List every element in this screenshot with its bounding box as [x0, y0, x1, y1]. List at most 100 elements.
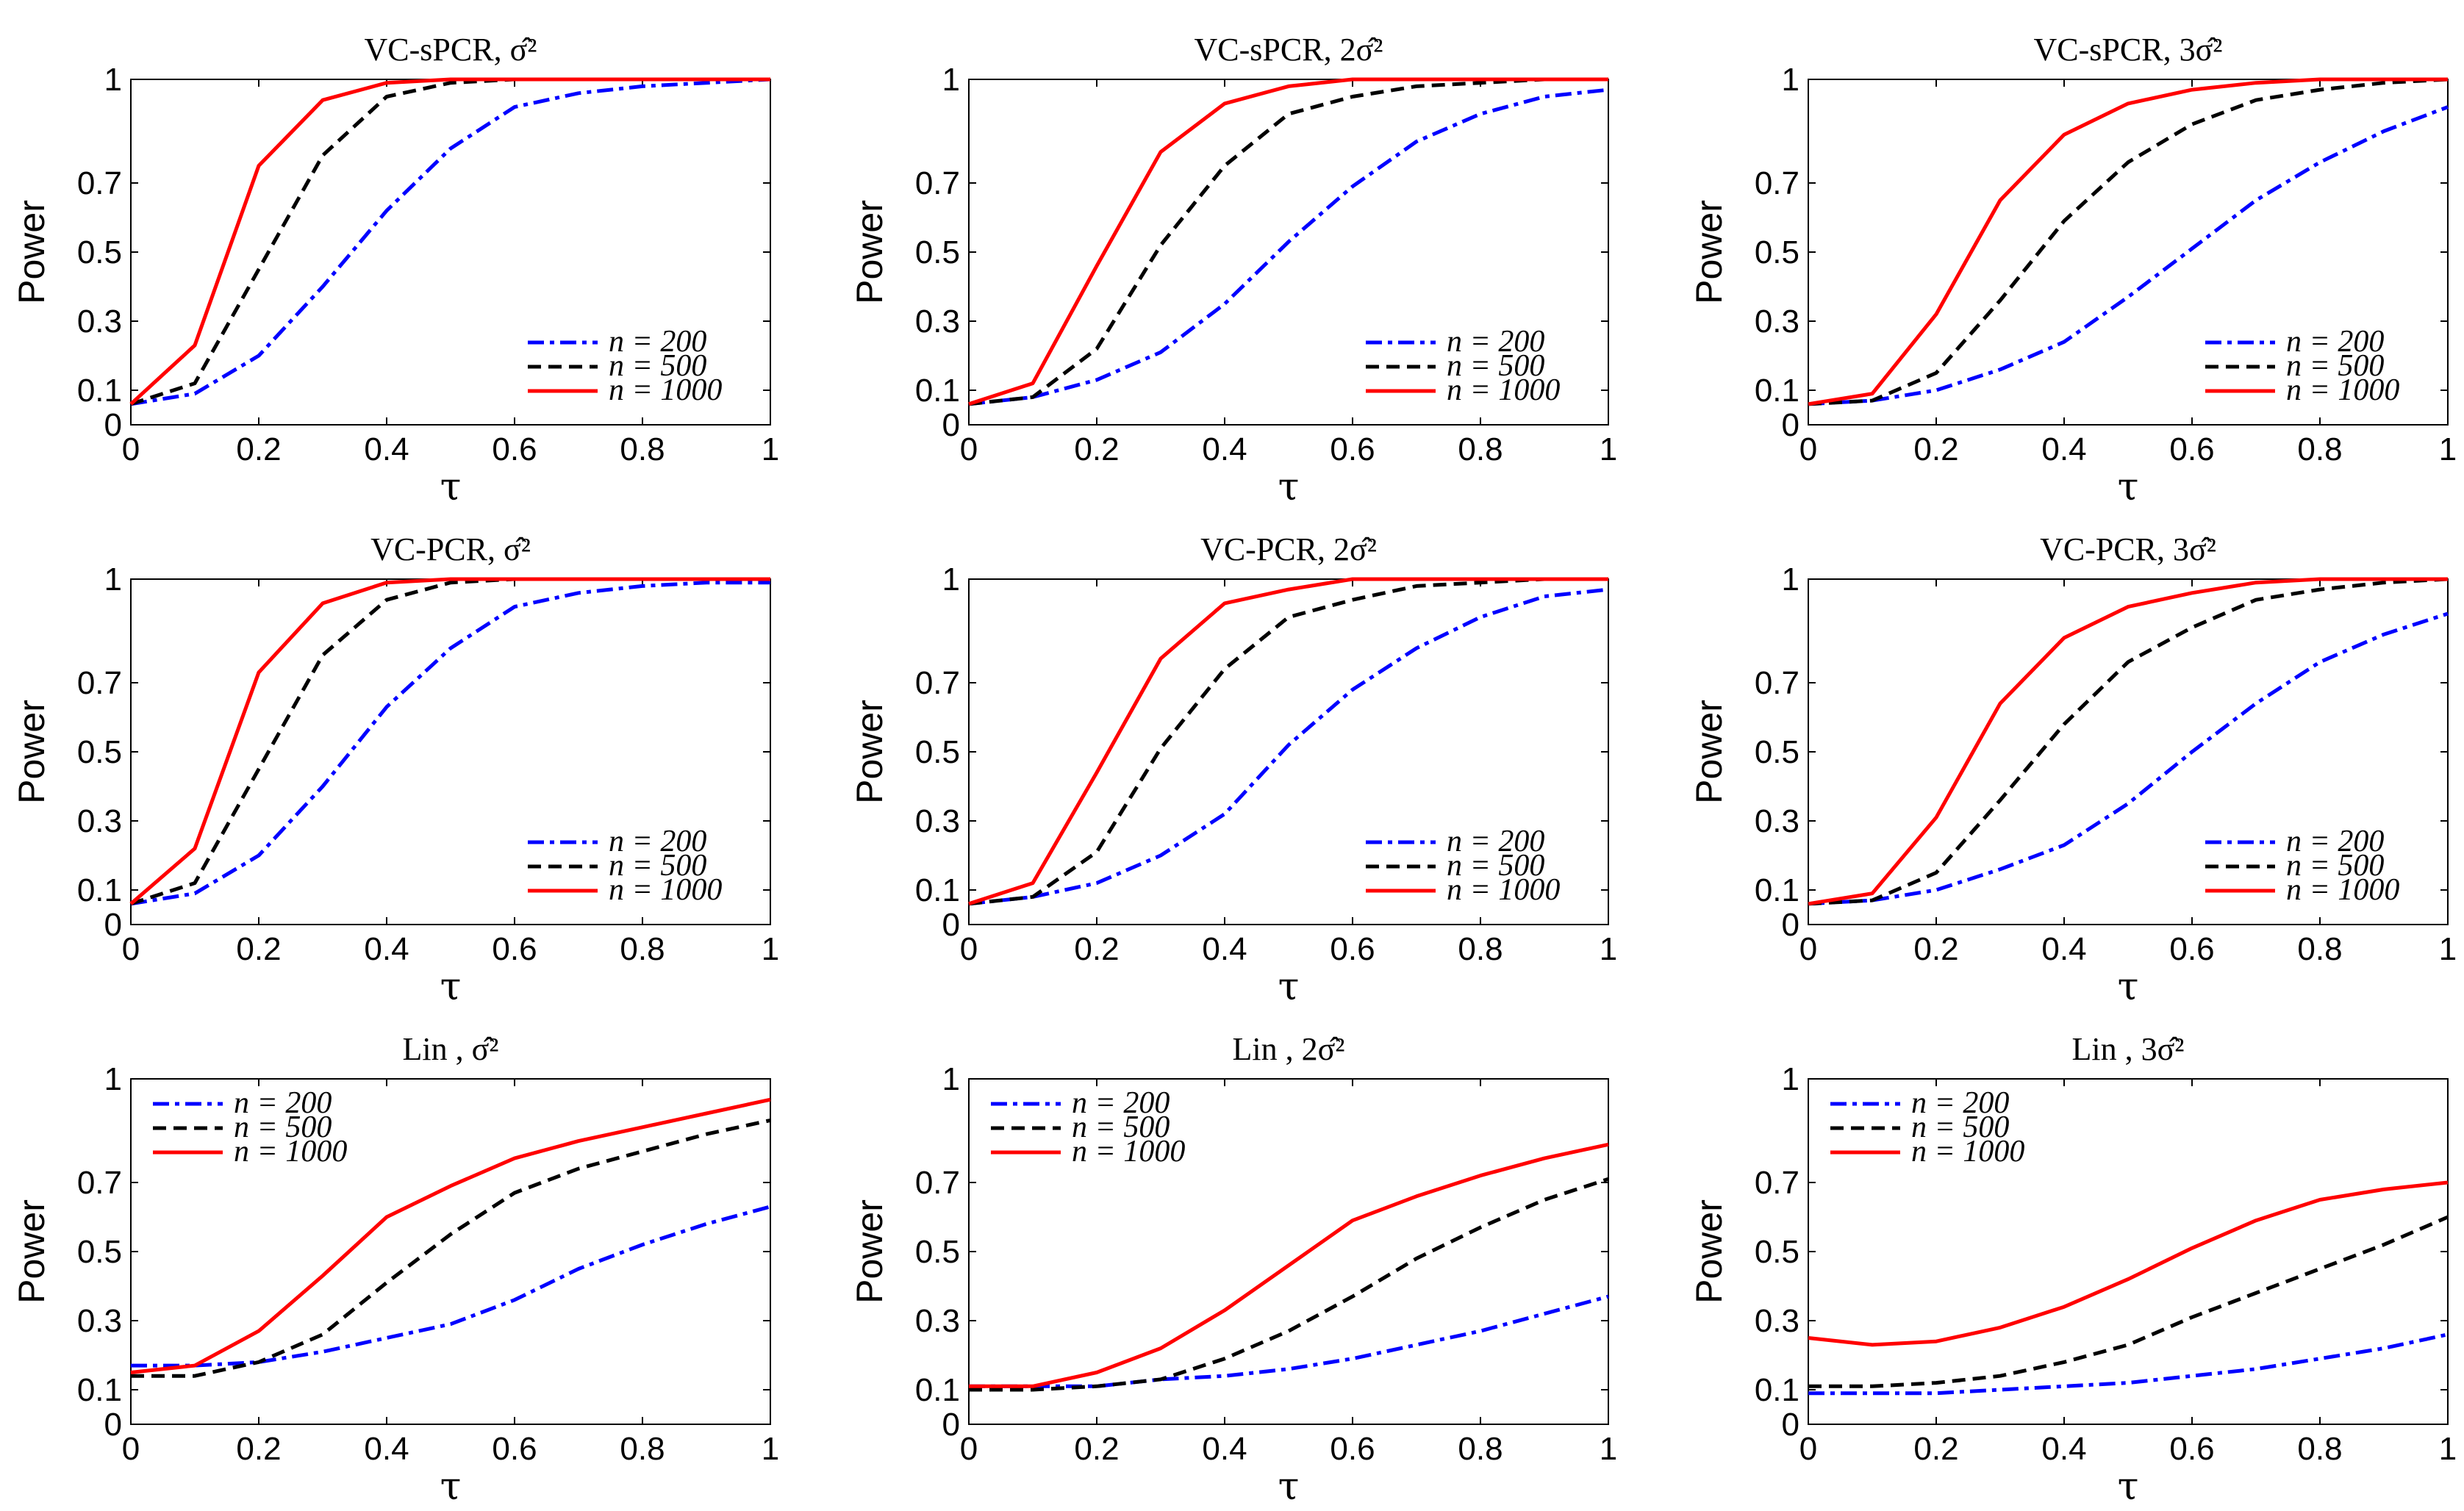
legend-label: n = 1000: [1072, 1135, 1185, 1169]
legend-label: n = 1000: [609, 373, 722, 407]
legend-label: n = 500: [234, 1110, 332, 1144]
y-tick-label: 0: [942, 407, 960, 443]
chart-panel-1: VC-sPCR, σ̂² 0 0.2 0.4 0.6 0.8 1 00.1 0.3 0.5 0.7 1…: [11, 32, 779, 509]
series-line-1: [1808, 611, 2449, 906]
y-tick-label: 1: [1782, 1061, 1799, 1097]
legend-label: n = 200: [1447, 325, 1544, 359]
legend-label: n = 200: [609, 825, 706, 858]
x-tick-label: 0.8: [1458, 931, 1503, 967]
x-axis-label: τ: [440, 965, 462, 1009]
legend-label: n = 1000: [1447, 873, 1560, 907]
series-line-2: [130, 77, 770, 406]
y-tick-label: 0.3: [77, 1303, 122, 1339]
chart-panel-4: VC-PCR, σ̂² 0 0.2 0.4 0.6 0.8 1 00.1 0.3 0.5 0.7 1 τ…: [11, 531, 779, 1009]
x-tick-label: 0: [122, 1431, 140, 1467]
series-line-1: [130, 581, 770, 906]
y-tick-label: 0.7: [1755, 1165, 1799, 1201]
series-line-3: [1808, 77, 2448, 406]
y-tick-label: 0.7: [1755, 165, 1799, 201]
series-line-1: [969, 1294, 1609, 1388]
y-tick-label: 1: [1782, 561, 1799, 597]
x-tick-label: 0.2: [236, 431, 281, 467]
legend-label: n = 200: [1072, 1086, 1170, 1120]
series-line-2: [969, 1177, 1609, 1392]
y-tick-label: 0.5: [77, 1234, 122, 1270]
x-tick-label: 0.2: [1074, 1431, 1119, 1467]
x-tick-label: 0.4: [1202, 431, 1247, 467]
x-tick-label: 0.2: [236, 931, 281, 967]
chart-panel-6: VC-PCR, 3σ̂² 0 0.2 0.4 0.6 0.8 1 00.1 0.3 0.5 0.7 1…: [1688, 531, 2457, 1009]
legend-label: n = 200: [1911, 1086, 2009, 1120]
x-axis-label: τ: [440, 465, 462, 509]
legend-label: n = 200: [1447, 825, 1544, 858]
chart-panel-2: VC-sPCR, 2σ̂² 0 0.2 0.4 0.6 0.8 1 00.1 0.3 0.5 0.7…: [849, 32, 1617, 509]
series-line-1: [968, 87, 1609, 406]
x-tick-label: 0.8: [2297, 931, 2342, 967]
series-line-3: [1808, 1180, 2449, 1347]
y-axis-label: Power: [11, 700, 52, 804]
y-tick-label: 0.7: [77, 665, 122, 701]
y-tick-label: 0: [942, 1407, 960, 1443]
y-tick-label: 0.7: [915, 665, 960, 701]
y-tick-label: 0.1: [77, 373, 122, 409]
legend-label: n = 1000: [1447, 373, 1560, 407]
chart-panel-7: Lin , σ̂² 0 0.2 0.4 0.6 0.8 1 00.1 0.3 0.5 0.7 1 τ Po…: [11, 1031, 779, 1509]
x-tick-label: 0.2: [1074, 431, 1119, 467]
y-tick-label: 0.3: [77, 304, 122, 340]
series-line-1: [968, 587, 1609, 906]
legend-label: n = 200: [2286, 825, 2384, 858]
x-axis-label: τ: [1278, 465, 1300, 509]
x-tick-label: 0.4: [364, 931, 409, 967]
x-tick-label: 0.6: [2169, 931, 2214, 967]
series-line-3: [129, 77, 770, 406]
x-axis-label: τ: [1278, 965, 1300, 1009]
y-tick-label: 0.3: [1755, 304, 1799, 340]
series-line-2: [968, 77, 1608, 406]
axes-box: [968, 1078, 1609, 1425]
series-line-3: [129, 577, 770, 905]
legend-label: n = 1000: [234, 1135, 347, 1169]
axes-box: [1808, 1078, 2449, 1425]
y-tick-label: 0: [1782, 407, 1799, 443]
chart-title: Lin , 2σ̂²: [1232, 1031, 1344, 1067]
x-tick-label: 1: [1600, 1431, 1617, 1467]
x-tick-label: 0: [122, 931, 140, 967]
series-line-1: [1808, 105, 2449, 406]
x-tick-label: 1: [762, 431, 779, 467]
legend-label: n = 500: [1447, 849, 1544, 883]
x-tick-label: 0: [960, 1431, 978, 1467]
y-tick-label: 0.7: [1755, 665, 1799, 701]
chart-title: Lin , 3σ̂²: [2071, 1031, 2184, 1067]
x-tick-label: 0.4: [1202, 1431, 1247, 1467]
chart-title: VC-PCR, 2σ̂²: [1200, 531, 1377, 567]
chart-title: Lin , σ̂²: [402, 1031, 498, 1067]
y-tick-label: 0: [104, 407, 122, 443]
y-tick-label: 0.7: [915, 1165, 960, 1201]
x-tick-label: 0.8: [1458, 1431, 1503, 1467]
x-tick-label: 1: [762, 1431, 779, 1467]
chart-title: VC-sPCR, σ̂²: [365, 32, 537, 68]
legend-label: n = 500: [1072, 1110, 1170, 1144]
legend-label: n = 200: [234, 1086, 332, 1120]
y-tick-label: 1: [942, 1061, 960, 1097]
legend-label: n = 500: [2286, 349, 2384, 383]
x-tick-label: 0: [1799, 431, 1817, 467]
x-tick-label: 0.8: [2297, 431, 2342, 467]
chart-title: VC-sPCR, 3σ̂²: [2034, 32, 2223, 68]
y-tick-label: 0: [104, 907, 122, 943]
y-tick-label: 1: [942, 62, 960, 98]
x-tick-label: 0.2: [236, 1431, 281, 1467]
x-tick-label: 0.6: [1330, 1431, 1375, 1467]
series-line-2: [130, 577, 770, 906]
x-tick-label: 0.6: [492, 1431, 537, 1467]
series-line-3: [968, 577, 1608, 906]
y-tick-label: 0.1: [915, 1372, 960, 1408]
x-tick-label: 0.8: [620, 1431, 665, 1467]
chart-title: VC-sPCR, 2σ̂²: [1195, 32, 1383, 68]
y-tick-label: 0.1: [77, 872, 122, 908]
y-tick-label: 1: [104, 62, 122, 98]
series-line-1: [130, 77, 771, 406]
legend-label: n = 200: [609, 325, 706, 359]
x-tick-label: 1: [1600, 931, 1617, 967]
